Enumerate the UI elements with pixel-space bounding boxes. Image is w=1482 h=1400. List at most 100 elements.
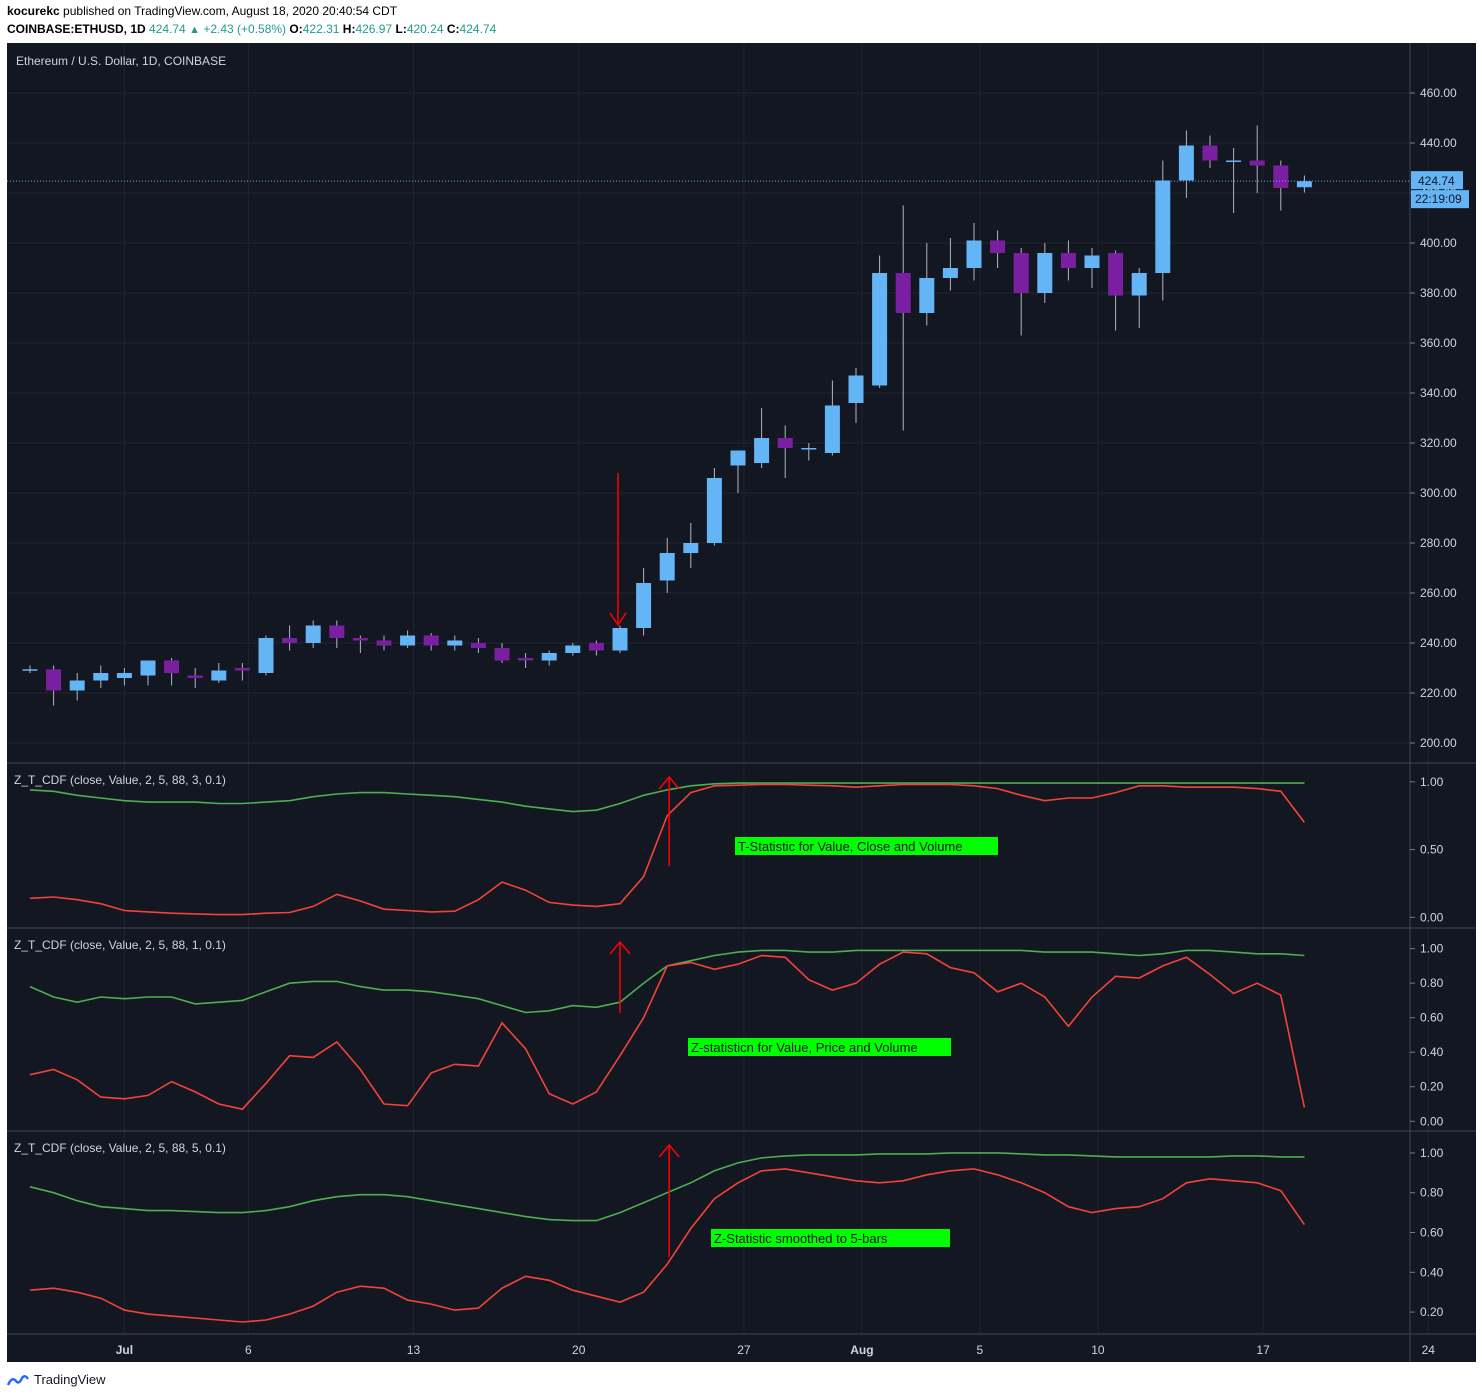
x-axis-label: 6 (245, 1343, 252, 1357)
annotation-label-box (688, 1038, 951, 1056)
candle-body (1226, 160, 1242, 162)
tradingview-footer[interactable]: TradingView (6, 1372, 106, 1387)
indicator-title: Z_T_CDF (close, Value, 2, 5, 88, 3, 0.1) (14, 773, 226, 787)
candle-body (659, 553, 675, 581)
price-tick-label: 260.00 (1420, 586, 1457, 600)
candle-body (187, 675, 203, 678)
indicator-tick-label: 0.80 (1420, 1186, 1444, 1200)
x-axis-label: 5 (977, 1343, 984, 1357)
x-axis-label: 27 (737, 1343, 751, 1357)
candle-body (801, 448, 817, 450)
red-arrow-head (658, 775, 680, 790)
candle-body (1273, 165, 1289, 188)
candle-body (447, 640, 463, 646)
indicator-tick-label: 0.20 (1420, 1305, 1444, 1319)
candle-body (93, 673, 109, 681)
candle-body (966, 240, 982, 268)
indicator-tick-label: 0.20 (1420, 1080, 1444, 1094)
indicator-tick-label: 0.00 (1420, 1114, 1444, 1128)
indicator-tick-label: 0.50 (1420, 843, 1444, 857)
price-tick-label: 320.00 (1420, 436, 1457, 450)
symbol-info: COINBASE:ETHUSD, 1D 424.74 ▲ +2.43 (+0.5… (7, 22, 496, 36)
candle-body (1249, 160, 1265, 166)
last-price: 424.74 (149, 22, 186, 36)
indicator-tick-label: 0.40 (1420, 1045, 1444, 1059)
last-price-label: 424.74 (1418, 174, 1455, 188)
high-label: H: (342, 22, 356, 36)
indicator-tick-label: 1.00 (1420, 775, 1444, 789)
countdown-label: 22:19:09 (1415, 192, 1462, 206)
candle-body (1202, 145, 1218, 161)
open-label: O: (289, 22, 303, 36)
last-price-badge (1411, 171, 1463, 190)
indicator-tick-label: 0.60 (1420, 1226, 1444, 1240)
x-axis-label: 10 (1091, 1343, 1105, 1357)
up-arrow-icon: ▲ (189, 24, 200, 36)
price-tick-label: 380.00 (1420, 286, 1457, 300)
symbol-label: COINBASE:ETHUSD, 1D (7, 22, 146, 36)
price-tick-label: 200.00 (1420, 736, 1457, 750)
candle-body (1296, 181, 1312, 188)
candle-body (754, 438, 770, 463)
candle-body (329, 625, 345, 638)
countdown-badge (1411, 190, 1469, 209)
red-series-line (29, 783, 1306, 916)
candle-body (1131, 273, 1147, 296)
indicator-tick-label: 0.00 (1420, 910, 1444, 924)
low-value: 420.24 (406, 22, 444, 36)
indicator-title: Z_T_CDF (close, Value, 2, 5, 88, 1, 0.1) (14, 938, 226, 952)
candle-body (1013, 253, 1029, 293)
price-tick-label: 400.00 (1420, 236, 1457, 250)
price-change: +2.43 (+0.58%) (203, 22, 287, 36)
low-label: L: (395, 22, 407, 36)
candle-body (895, 273, 911, 313)
tradingview-logo-icon (6, 1374, 30, 1386)
price-tick-label: 340.00 (1420, 386, 1457, 400)
candle-body (588, 643, 604, 651)
annotation-label: T-Statistic for Value, Close and Volume (738, 839, 962, 854)
candle-body (730, 450, 746, 466)
candle-body (69, 680, 85, 691)
price-tick-label: 460.00 (1420, 86, 1457, 100)
candle-body (140, 660, 156, 676)
x-axis-label: 17 (1256, 1343, 1270, 1357)
candle-body (258, 638, 274, 673)
indicator-tick-label: 1.00 (1420, 942, 1444, 956)
indicator-tick-label: 0.40 (1420, 1265, 1444, 1279)
red-series-line (29, 1168, 1306, 1323)
red-series-line (29, 951, 1306, 1111)
annotation-label: Z-Statistic smoothed to 5-bars (714, 1231, 888, 1246)
candle-body (494, 648, 510, 661)
candle-body (565, 645, 581, 653)
green-series-line (29, 1152, 1305, 1222)
green-series-line (29, 782, 1305, 813)
candle-body (1037, 253, 1053, 293)
price-tick-label: 440.00 (1420, 136, 1457, 150)
main-chart-title: Ethereum / U.S. Dollar, 1D, COINBASE (16, 54, 226, 68)
candle-body (164, 660, 180, 673)
candle-body (990, 240, 1006, 253)
price-tick-label: 360.00 (1420, 336, 1457, 350)
candle-body (376, 640, 392, 646)
candle-body (116, 673, 132, 678)
candle-body (683, 543, 699, 553)
candle-body (872, 273, 888, 386)
candle-body (1060, 253, 1076, 268)
candle-body (541, 653, 557, 661)
x-axis-label: Jul (116, 1343, 133, 1357)
annotation-label: Z-statisticn for Value, Price and Volume (691, 1040, 918, 1055)
publish-text: published on TradingView.com, August 18,… (63, 4, 398, 18)
candle-body (777, 438, 793, 448)
indicator-tick-label: 1.00 (1420, 1146, 1444, 1160)
candle-body (211, 670, 227, 681)
candle-body (518, 658, 534, 661)
x-axis-label: 20 (572, 1343, 586, 1357)
candle-body (305, 625, 321, 643)
candle-body (942, 268, 958, 278)
high-value: 426.97 (355, 22, 393, 36)
candle-body (612, 628, 628, 651)
candle-body (848, 375, 864, 403)
candle-body (636, 583, 652, 628)
red-arrow-head (609, 612, 627, 627)
